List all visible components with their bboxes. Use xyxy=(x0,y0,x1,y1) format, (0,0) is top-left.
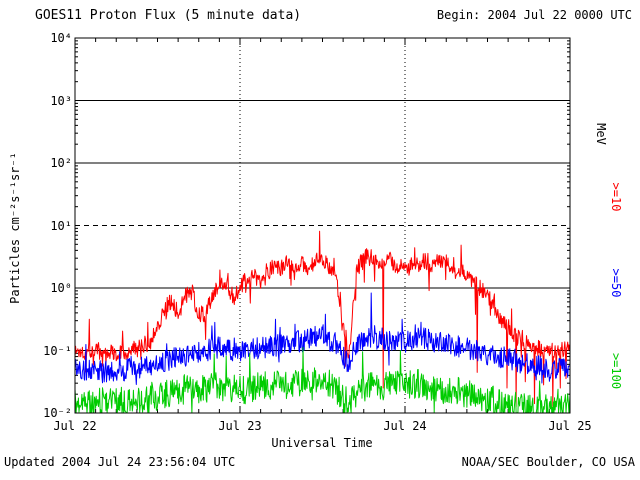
page-title: GOES11 Proton Flux (5 minute data) xyxy=(35,8,302,23)
updated-timestamp: Updated 2004 Jul 24 23:56:04 UTC xyxy=(4,455,236,469)
begin-time-label: Begin: 2004 Jul 22 0000 UTC xyxy=(436,8,632,22)
x-tick-label: Jul 22 xyxy=(53,419,97,433)
series-label-ge50: >=50 xyxy=(609,268,623,298)
y-tick-label: 10⁰ xyxy=(50,281,72,295)
x-tick-label: Jul 25 xyxy=(548,419,592,433)
y-tick-label: 10⁴ xyxy=(50,31,72,45)
x-axis-title: Universal Time xyxy=(271,436,373,450)
flux-series xyxy=(74,292,571,385)
series-label-ge100: >=100 xyxy=(609,352,623,390)
y-tick-label: 10³ xyxy=(50,93,72,108)
source-credit: NOAA/SEC Boulder, CO USA xyxy=(461,455,635,469)
y-tick-label: 10¹ xyxy=(50,218,72,233)
series-label-ge10: >=10 xyxy=(609,182,623,212)
mev-unit-label: MeV xyxy=(594,123,608,145)
x-tick-label: Jul 24 xyxy=(383,419,427,433)
flux-series xyxy=(74,230,571,408)
y-tick-label: 10² xyxy=(50,156,72,170)
flux-series xyxy=(74,346,571,414)
y-axis-title: Particles cm⁻²s⁻¹sr⁻¹ xyxy=(8,152,22,304)
y-tick-label: 10⁻¹ xyxy=(43,343,72,358)
y-tick-label: 10⁻² xyxy=(43,406,72,420)
x-tick-label: Jul 23 xyxy=(218,419,262,433)
